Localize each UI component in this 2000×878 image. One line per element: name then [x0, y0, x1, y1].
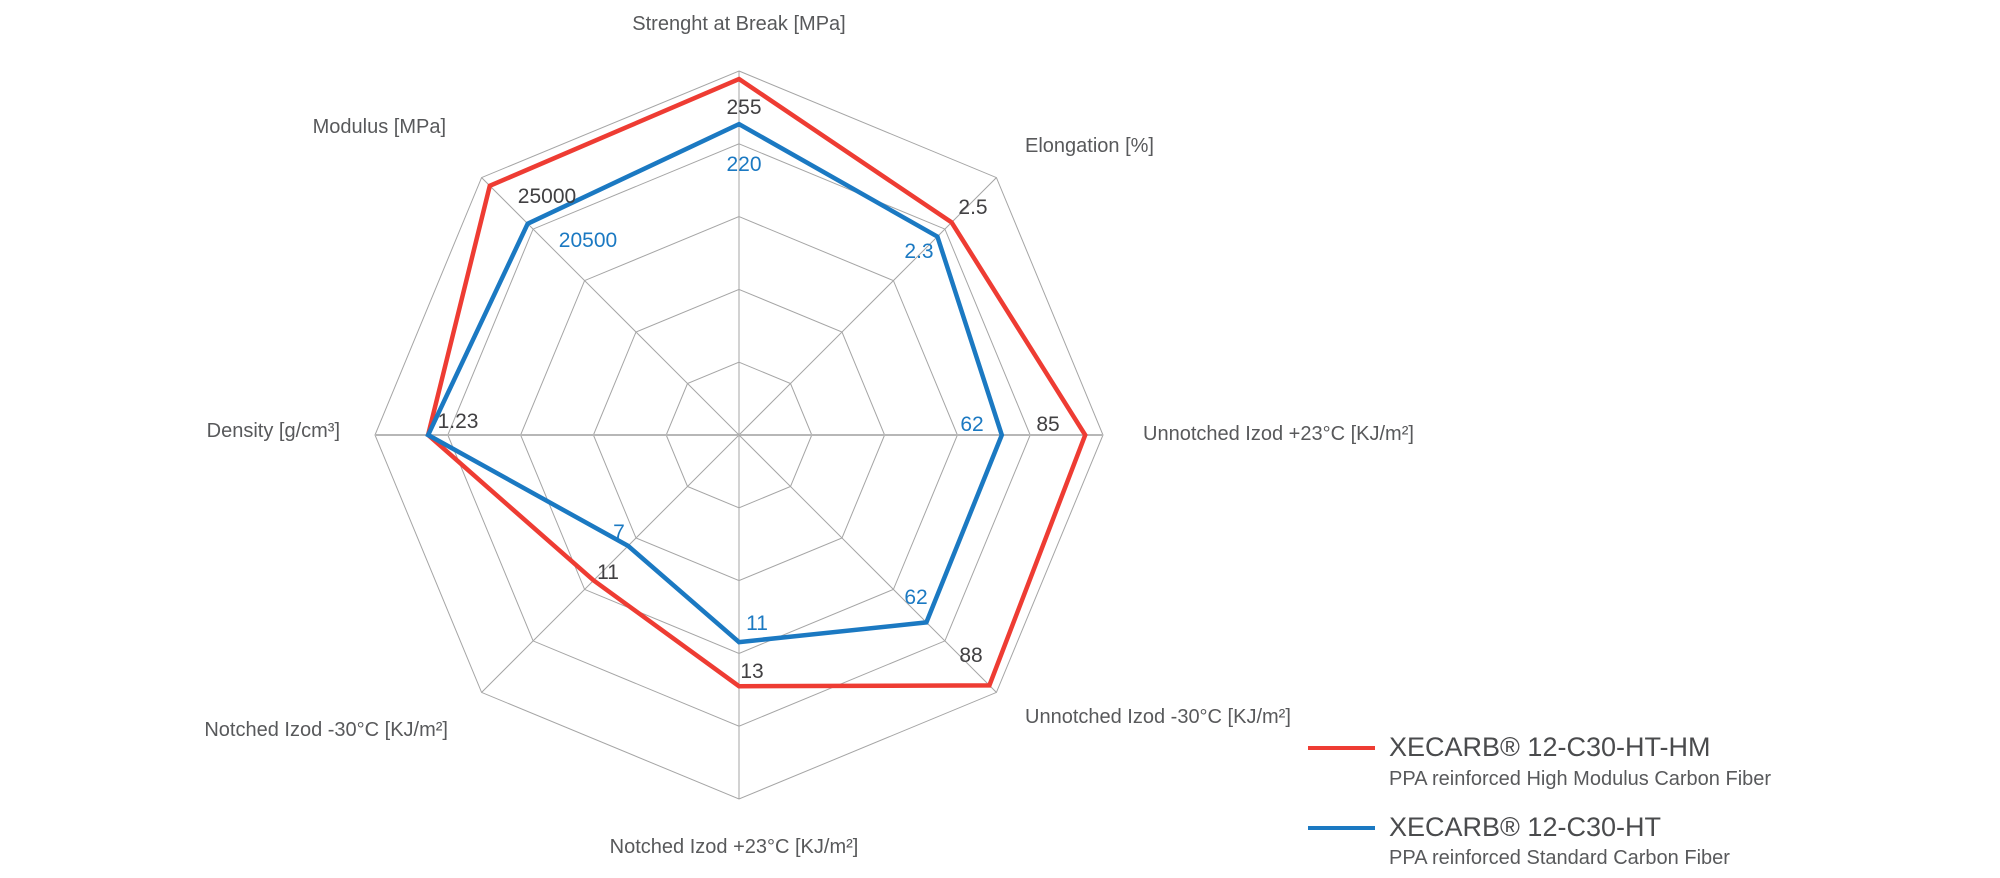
legend-series-name: XECARB® 12-C30-HT — [1389, 811, 1661, 842]
value-label-series1-axis4: 11 — [746, 612, 768, 635]
radar-grid — [374, 70, 1104, 800]
axis-label-modulus: Modulus [MPa] — [313, 116, 446, 138]
axis-spoke-3 — [738, 434, 997, 693]
legend-swatch-red — [1308, 746, 1375, 750]
axis-spoke-7 — [481, 177, 740, 436]
axis-label-elongation: Elongation [%] — [1025, 135, 1154, 157]
axis-label-density: Density [g/cm³] — [207, 420, 340, 442]
value-label-series1-axis2: 62 — [960, 413, 983, 436]
legend-entry-ht-hm: XECARB® 12-C30-HT-HM PPA reinforced High… — [1308, 732, 1772, 791]
value-label-series1-axis5: 7 — [613, 521, 625, 544]
value-label-series0-axis6: 1.23 — [438, 410, 479, 433]
legend-series-name: XECARB® 12-C30-HT-HM — [1389, 732, 1711, 762]
legend-series-description: PPA reinforced Standard Carbon Fiber — [1389, 847, 1730, 870]
legend-swatch-blue — [1308, 825, 1375, 830]
axis-label-strength-at-break: Strenght at Break [MPa] — [632, 13, 845, 35]
value-label-series1-axis1: 2.3 — [904, 240, 933, 263]
radar-series — [425, 76, 1088, 689]
legend-series-description: PPA reinforced High Modulus Carbon Fiber — [1389, 767, 1772, 790]
value-label-series0-axis7: 25000 — [518, 185, 576, 208]
value-label-series0-axis4: 13 — [740, 660, 763, 683]
legend: XECARB® 12-C30-HT-HM PPA reinforced High… — [1308, 732, 1772, 871]
axis-label-notched-izod-minus30: Notched Izod -30°C [KJ/m²] — [204, 719, 448, 741]
axis-spoke-1 — [738, 177, 997, 436]
axis-spoke-5 — [481, 434, 740, 693]
legend-entry-ht: XECARB® 12-C30-HT PPA reinforced Standar… — [1308, 811, 1771, 871]
value-label-series1-axis0: 220 — [726, 153, 761, 176]
value-label-series1-axis7: 20500 — [559, 229, 617, 252]
axis-label-notched-izod-plus23: Notched Izod +23°C [KJ/m²] — [610, 836, 859, 858]
value-label-series0-axis2: 85 — [1036, 413, 1059, 436]
radar-axis-labels: Strenght at Break [MPa] Elongation [%] U… — [204, 13, 1414, 858]
axis-label-unnotched-izod-plus23: Unnotched Izod +23°C [KJ/m²] — [1143, 423, 1414, 445]
value-label-series0-axis1: 2.5 — [958, 196, 987, 219]
value-label-series0-axis0: 255 — [726, 96, 761, 119]
radar-value-labels: 255 2.5 85 88 13 11 1.23 25000 220 2.3 62 62 11 7 2050… — [438, 96, 1060, 683]
value-label-series1-axis3: 62 — [904, 586, 927, 609]
axis-label-unnotched-izod-minus30: Unnotched Izod -30°C [KJ/m²] — [1025, 706, 1291, 728]
value-label-series0-axis3: 88 — [959, 644, 982, 667]
value-label-series0-axis5: 11 — [597, 561, 619, 584]
series-polygon-0 — [425, 76, 1088, 689]
series-polygon-1 — [425, 121, 1005, 645]
